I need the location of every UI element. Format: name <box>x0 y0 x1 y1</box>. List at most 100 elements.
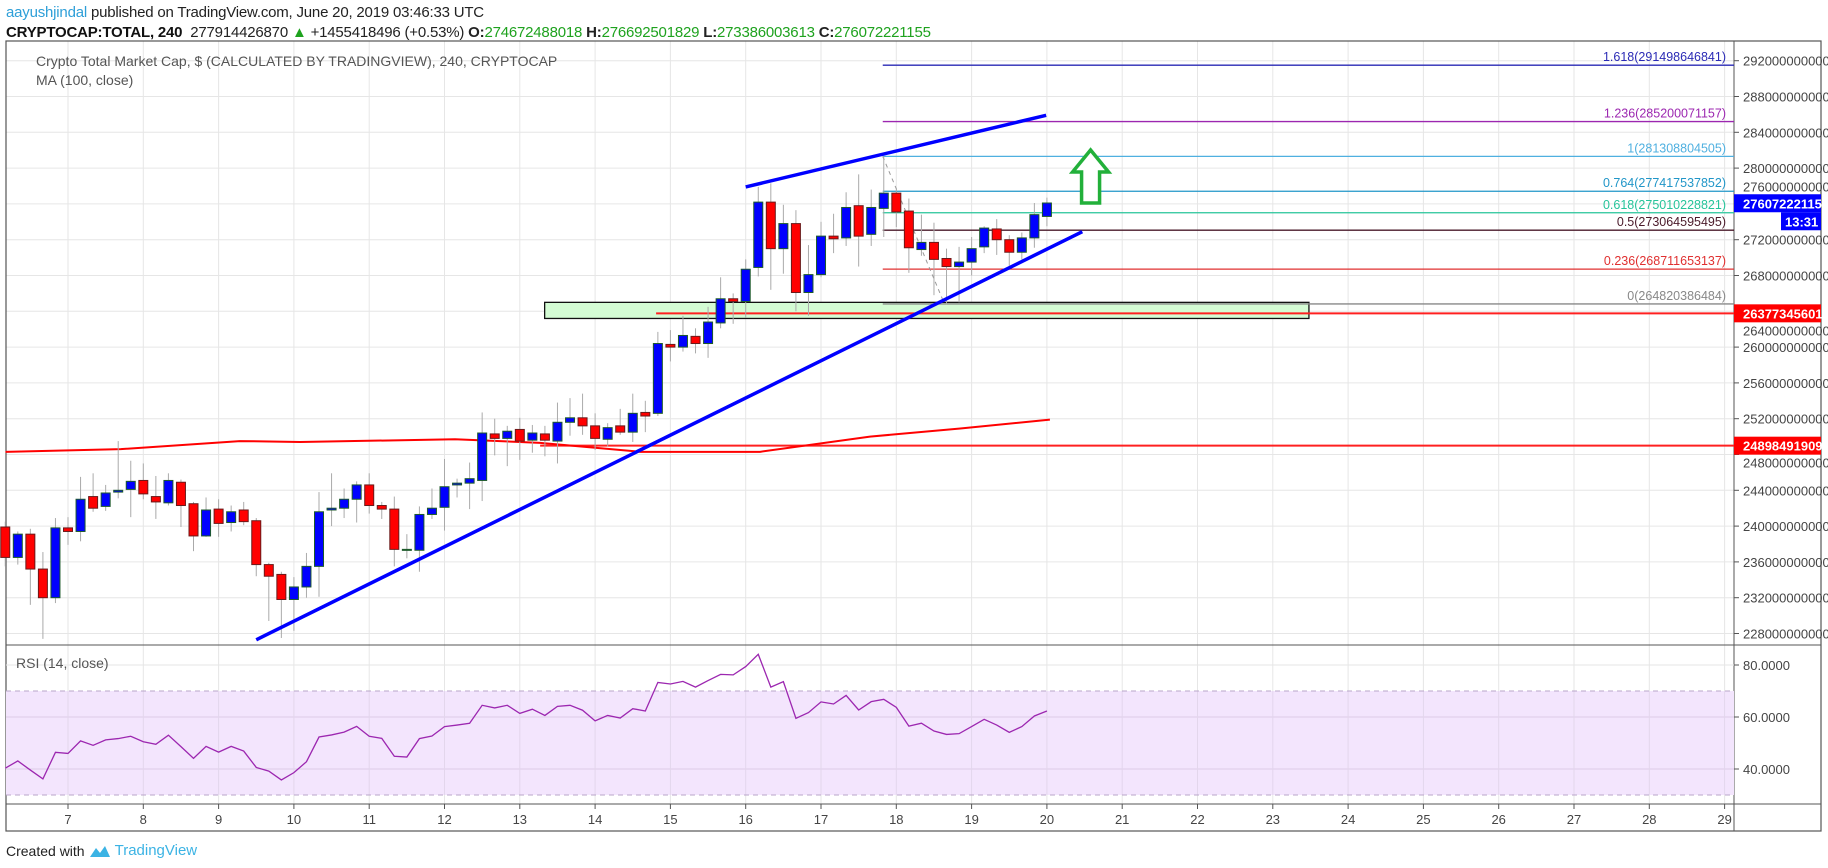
low-value: 273386003613 <box>717 24 815 41</box>
candle-bearish <box>828 235 839 240</box>
created-with-text: Created with <box>6 842 85 859</box>
ma-legend: MA (100, close) <box>36 72 133 88</box>
time-tick-label: 10 <box>287 812 301 827</box>
candle-bullish <box>401 548 412 551</box>
up-arrow-shape <box>1068 147 1113 205</box>
trendline-rising-resistance <box>745 113 1047 189</box>
price-tick-label: 244000000000 <box>1743 483 1828 498</box>
time-tick-label: 16 <box>738 812 752 827</box>
candle-bullish <box>414 513 425 551</box>
symbol-info-bar: CRYPTOCAP:TOTAL, 240 277914426870 ▲ +145… <box>6 24 931 41</box>
up-triangle-icon: ▲ <box>291 24 307 41</box>
candle-bearish <box>138 479 149 495</box>
support-price-tag-label: 248984919097 <box>1743 439 1828 454</box>
time-tick-label: 29 <box>1717 812 1731 827</box>
price-tick-label: 232000000000 <box>1743 591 1828 606</box>
candle-bearish <box>640 411 651 417</box>
candle-bullish <box>841 206 852 239</box>
candle-bearish <box>765 201 776 250</box>
current-price-tag <box>1734 194 1821 213</box>
current-price-tag-label: 276072221155 <box>1743 196 1828 211</box>
candle-bullish <box>652 343 663 414</box>
candle-bearish <box>514 428 525 442</box>
publish-info: aayushjindal published on TradingView.co… <box>6 4 484 21</box>
last-price: 277914426870 <box>190 24 288 41</box>
rsi-tick-label: 40.0000 <box>1743 762 1790 777</box>
candle-bullish <box>803 274 814 294</box>
rsi-tick-label: 80.0000 <box>1743 658 1790 673</box>
candle-bullish <box>778 223 789 250</box>
price-tick-label: 280000000000 <box>1743 161 1828 176</box>
trendline-rising-support <box>255 230 1084 642</box>
candle-bearish <box>175 481 186 507</box>
fib-level-label: 1(281308804505) <box>1627 141 1726 155</box>
candle-bearish <box>665 343 676 348</box>
candle-bullish <box>602 427 613 440</box>
rsi-pane <box>4 653 1734 796</box>
high-label: H: <box>586 24 602 41</box>
time-tick-label: 28 <box>1642 812 1656 827</box>
price-tick-label: 260000000000 <box>1743 340 1828 355</box>
candle-bullish <box>226 511 237 524</box>
rsi-line <box>4 653 1048 781</box>
candle-bullish <box>439 486 450 508</box>
price-tick-label: 228000000000 <box>1743 627 1828 642</box>
time-tick-label: 19 <box>964 812 978 827</box>
candle-bearish <box>150 496 161 503</box>
price-tick-label: 288000000000 <box>1743 90 1828 105</box>
time-tick-label: 17 <box>814 812 828 827</box>
candle-bullish <box>552 421 563 442</box>
candle-bullish <box>314 511 325 567</box>
time-axis[interactable]: 7 8 9 10 11 12 13 14 15 16 17 18 19 20 21 22 23 24 25 26 27 2… <box>64 804 1732 827</box>
candle-bullish <box>703 321 714 345</box>
candle-bullish <box>954 261 965 268</box>
time-tick-label: 21 <box>1115 812 1129 827</box>
price-tick-label: 268000000000 <box>1743 269 1828 284</box>
candle-bullish <box>288 586 299 600</box>
symbol-label: CRYPTOCAP:TOTAL, 240 <box>6 24 183 41</box>
candle-bullish <box>816 235 827 276</box>
candle-bullish <box>753 201 764 268</box>
candle-bullish <box>477 432 488 481</box>
candle-bearish <box>263 564 274 577</box>
candle-bearish <box>853 205 864 237</box>
candle-bullish <box>502 430 513 439</box>
time-tick-label: 13 <box>513 812 527 827</box>
tradingview-link[interactable]: TradingView <box>114 842 198 859</box>
time-tick-label: 25 <box>1416 812 1430 827</box>
candle-bearish <box>728 298 739 302</box>
price-tick-label: 264000000000 <box>1743 323 1828 338</box>
support-price-tag-label: 263773456013 <box>1743 306 1828 321</box>
candle-bearish <box>991 228 1002 241</box>
fib-level-label: 0.618(275010228821) <box>1603 198 1726 212</box>
price-change: +1455418496 (+0.53%) <box>310 24 465 41</box>
chart-frame <box>5 40 1822 832</box>
price-tick-label: 236000000000 <box>1743 555 1828 570</box>
candle-bearish <box>238 509 249 523</box>
fib-level-label: 1.236(285200071157) <box>1604 107 1726 121</box>
candles <box>0 156 1052 639</box>
price-axis[interactable]: 292000000000 288000000000 284000000000 2800… <box>1734 54 1828 777</box>
support-lines[interactable] <box>540 312 1734 447</box>
candle-bearish <box>63 527 74 532</box>
time-tick-label: 26 <box>1491 812 1505 827</box>
candle-bearish <box>577 417 588 427</box>
candle-bearish <box>376 505 387 510</box>
candle-bullish <box>100 492 111 507</box>
candle-bearish <box>276 573 287 600</box>
fib-level-label: 0.236(268711653137) <box>1604 254 1726 268</box>
trendlines[interactable] <box>255 113 1084 642</box>
candle-bearish <box>364 484 375 507</box>
candle-bullish <box>75 498 86 532</box>
candle-bearish <box>590 425 601 439</box>
fib-anchor-line <box>882 156 945 305</box>
candle-bullish <box>301 565 312 588</box>
author-link[interactable]: aayushjindal <box>6 4 87 21</box>
candle-bullish <box>50 527 61 599</box>
price-tick-label: 276000000000 <box>1743 179 1828 194</box>
low-label: L: <box>703 24 718 41</box>
candle-bullish <box>715 298 726 324</box>
price-tags: 263773456013 248984919097 276072221155 13:3… <box>1734 194 1828 455</box>
up-arrow-icon[interactable] <box>1068 147 1113 205</box>
